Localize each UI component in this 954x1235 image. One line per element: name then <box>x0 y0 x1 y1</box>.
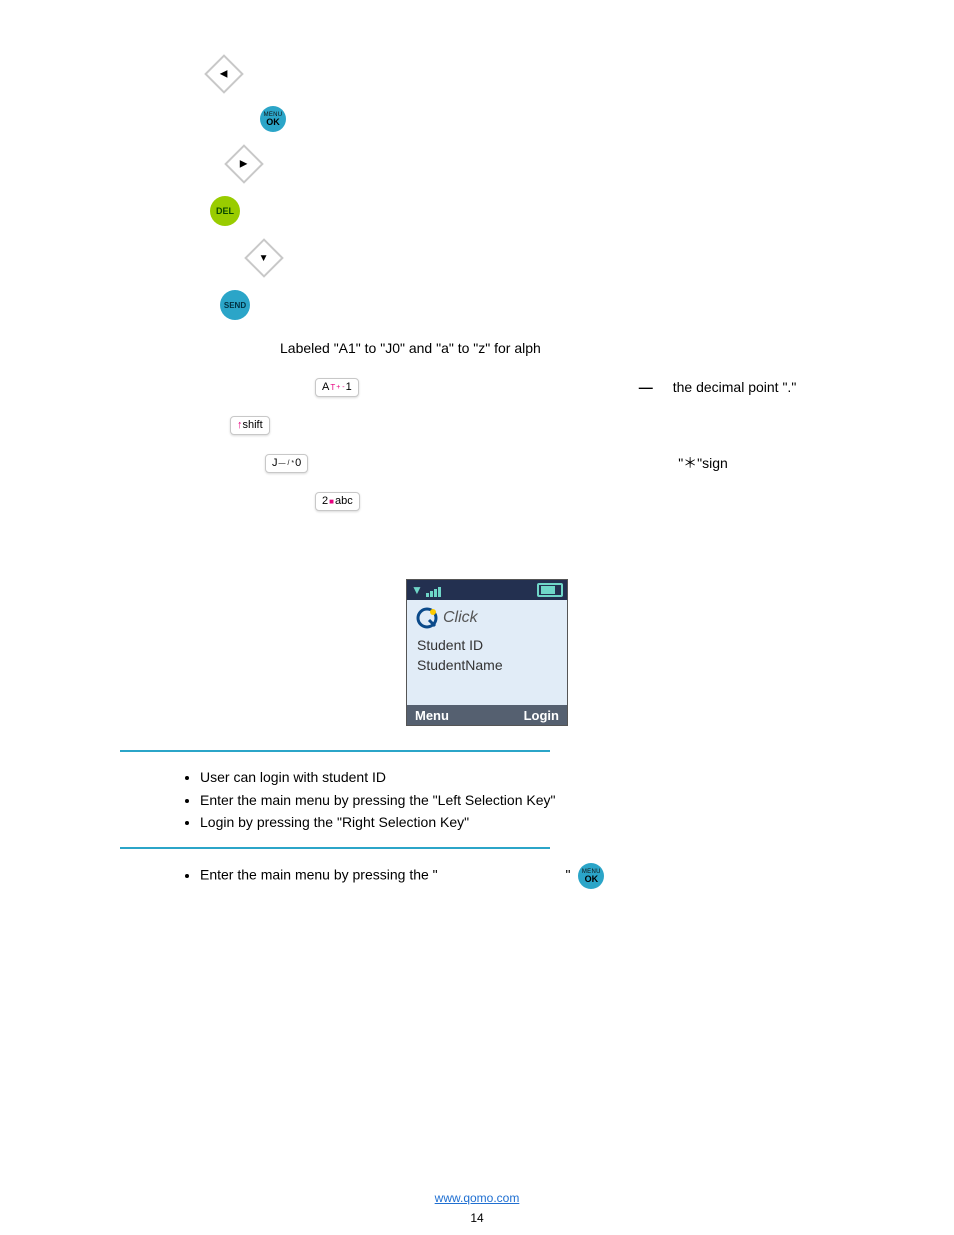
ok-key-inline-icon: MENU OK <box>578 863 604 889</box>
list-item: Enter the main menu by pressing the " " … <box>200 863 874 889</box>
logo-text: Click <box>443 609 478 627</box>
row-send-key: SEND <box>220 290 874 320</box>
divider-2 <box>120 847 550 849</box>
j0-key-icon: J — / * 0 <box>265 454 308 473</box>
abc-key-icon: 2 ■ abc <box>315 492 360 511</box>
signal-bars-icon <box>426 587 441 597</box>
row-a1-key: A T + - 1 — the decimal point "." <box>315 377 874 398</box>
screen-line-1: Student ID <box>417 636 557 656</box>
text-a1-j0: Labeled "A1" to "J0" and "a" to "z" for … <box>280 338 541 359</box>
footer-page-number: 14 <box>470 1211 483 1225</box>
row-labeled-a1-j0: Labeled "A1" to "J0" and "a" to "z" for … <box>280 338 874 359</box>
list-item: Login by pressing the "Right Selection K… <box>200 811 874 833</box>
a1-key-icon: A T + - 1 <box>315 378 359 397</box>
divider-1 <box>120 750 550 752</box>
page: ◀ MENU OK ▶ DEL ▼ SEND Labe <box>0 0 954 1235</box>
screen-body: Student ID StudentName <box>407 636 567 705</box>
soft-left[interactable]: Menu <box>415 708 449 723</box>
soft-key-bar: Menu Login <box>407 705 567 725</box>
ok-key-icon: MENU OK <box>260 106 286 132</box>
row-2abc-key: 2 ■ abc <box>315 492 874 511</box>
row-down-key: ▼ <box>250 244 874 272</box>
screen-preview: ▼ Click Stude <box>100 579 874 726</box>
footer-link[interactable]: www.qomo.com <box>435 1191 520 1205</box>
enter-main-menu-text: Enter the main menu by pressing the " <box>200 867 438 883</box>
shift-key-icon: ↑ shift <box>230 416 270 435</box>
row-right-key: ▶ <box>230 150 874 178</box>
row-ok-key: MENU OK <box>260 106 874 132</box>
quote-close: " <box>565 867 570 883</box>
bullet-list-2: Enter the main menu by pressing the " " … <box>100 863 874 889</box>
row-del-key: DEL <box>210 196 874 226</box>
soft-right[interactable]: Login <box>524 708 559 723</box>
screen-line-2: StudentName <box>417 656 557 676</box>
status-bar: ▼ <box>407 580 567 600</box>
down-key-icon: ▼ <box>250 244 278 272</box>
left-key-icon: ◀ <box>210 60 238 88</box>
send-label: SEND <box>220 290 250 320</box>
star-sign-text: "＊"sign <box>678 453 728 474</box>
dash-text: — <box>639 377 653 398</box>
ok-label: OK <box>266 118 280 127</box>
row-j0-key: J — / * 0 "＊"sign <box>265 453 874 474</box>
del-label: DEL <box>210 196 240 226</box>
del-key-icon: DEL <box>210 196 240 226</box>
battery-icon <box>537 583 563 597</box>
logo-row: Click <box>407 600 567 636</box>
right-key-icon: ▶ <box>230 150 258 178</box>
list-item: Enter the main menu by pressing the "Lef… <box>200 789 874 811</box>
list-item: User can login with student ID <box>200 766 874 788</box>
row-shift-key: ↑ shift <box>230 416 874 435</box>
decimal-point-text: the decimal point "." <box>673 377 797 398</box>
row-left-key: ◀ <box>210 60 874 88</box>
send-key-icon: SEND <box>220 290 250 320</box>
signal-icon: ▼ <box>411 583 423 597</box>
bullet-list-1: User can login with student ID Enter the… <box>100 766 874 833</box>
phone-screen: ▼ Click Stude <box>406 579 568 726</box>
q-logo-icon <box>415 606 439 630</box>
